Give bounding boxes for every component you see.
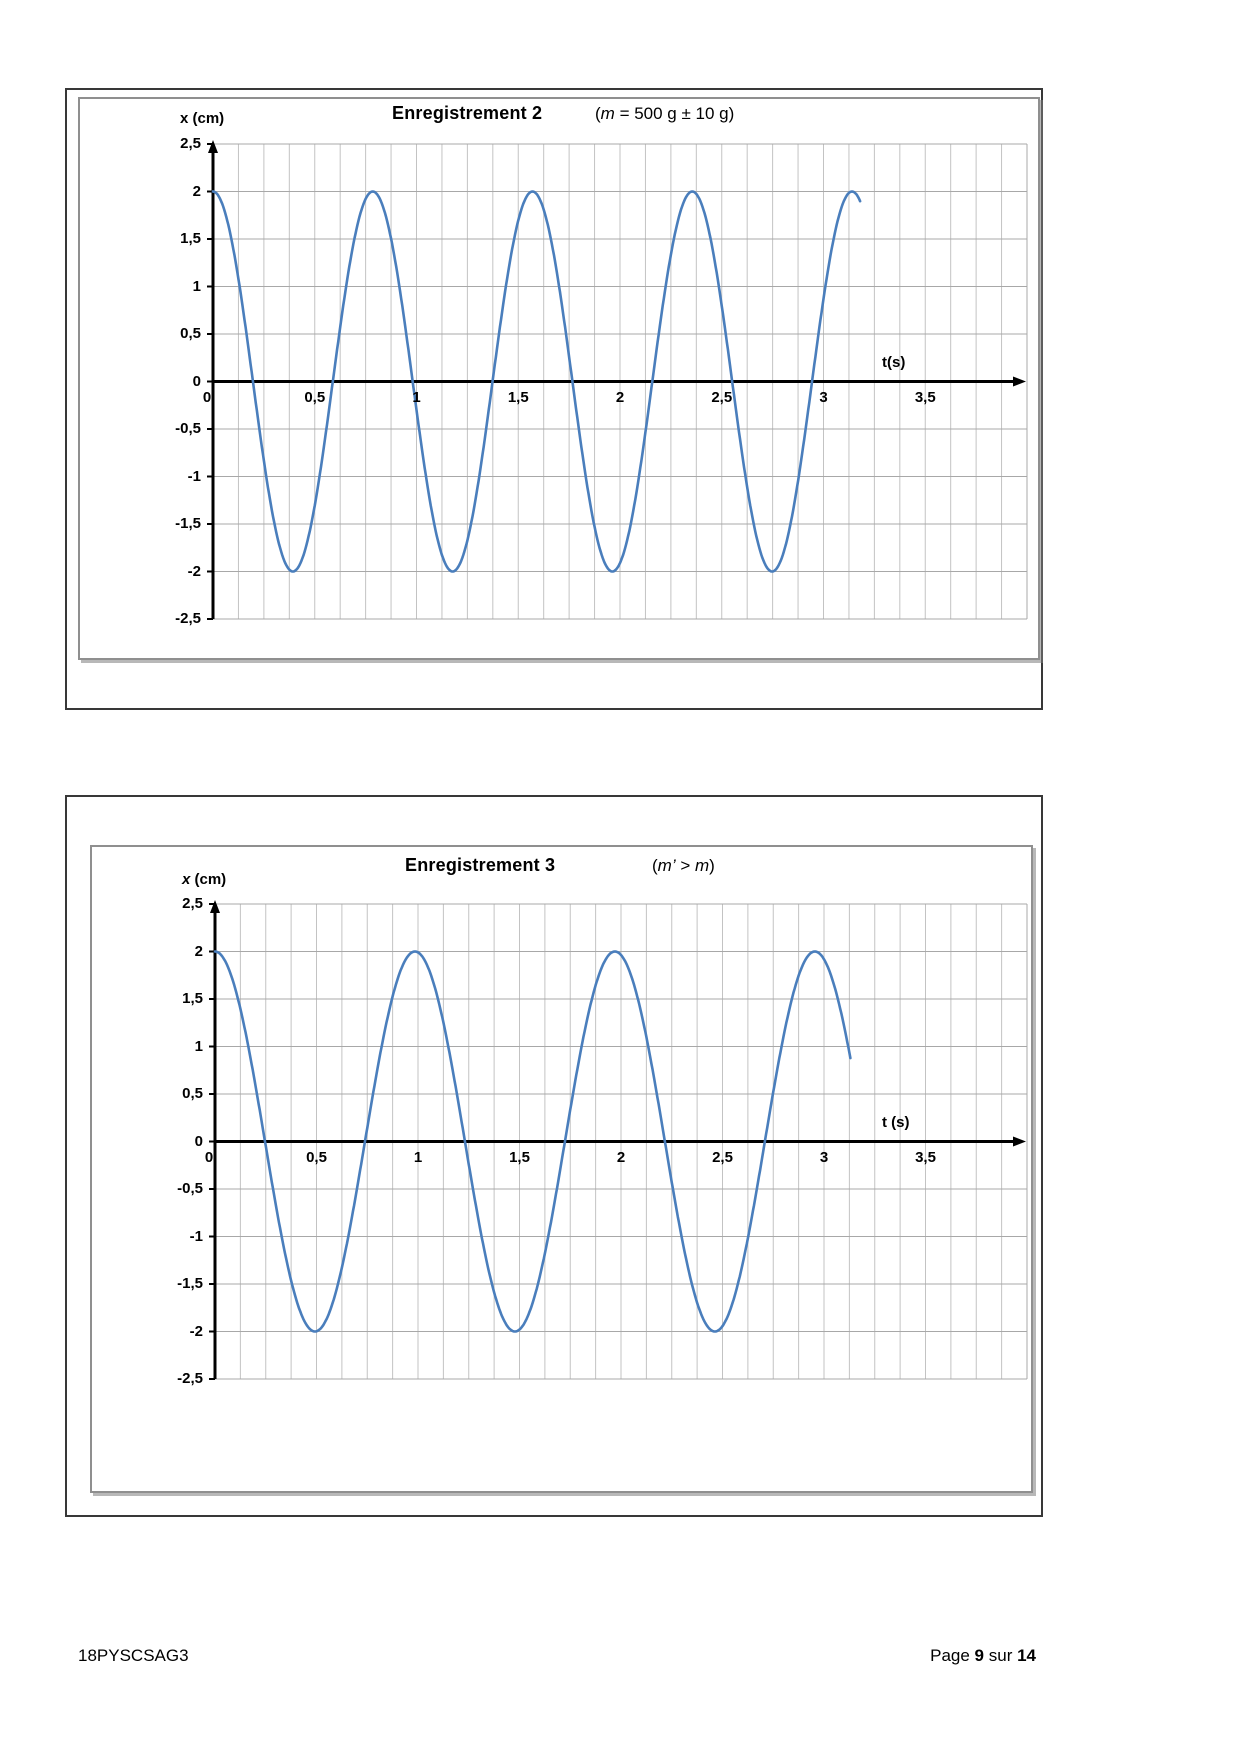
y-tick-label: -0,5 bbox=[177, 1180, 203, 1197]
chart-1-canvas bbox=[207, 140, 1028, 620]
text-run: 9 bbox=[974, 1646, 985, 1665]
oscillation-curve bbox=[211, 190, 862, 573]
chart-2-canvas bbox=[209, 900, 1028, 1380]
text-run: ) bbox=[709, 856, 715, 875]
x-tick-label: 0,5 bbox=[304, 388, 326, 406]
x-tick-label: 2 bbox=[616, 1148, 626, 1166]
text-run: sur bbox=[984, 1646, 1018, 1665]
y-tick-label: -1 bbox=[189, 1227, 203, 1245]
y-tick-label: -2,5 bbox=[177, 1370, 203, 1387]
y-tick-label: -1 bbox=[187, 467, 201, 485]
chart-2-title: Enregistrement 3 bbox=[405, 855, 556, 875]
x-tick-label: 1,5 bbox=[509, 1148, 530, 1166]
y-tick-label: 0 bbox=[194, 1132, 203, 1150]
axes bbox=[209, 900, 1026, 1380]
chart-2-outer-box: Enregistrement 3 (m’ > m) x (cm) t (s) 0… bbox=[65, 795, 1043, 1517]
text-run: x bbox=[182, 871, 191, 888]
y-tick-label: 2,5 bbox=[182, 895, 203, 912]
chart-1-x-axis-label: t(s) bbox=[882, 353, 906, 371]
chart-2-x-axis-label: t (s) bbox=[882, 1113, 910, 1131]
chart-1-y-axis-label: x (cm) bbox=[180, 110, 224, 127]
y-tick-label: 1,5 bbox=[180, 230, 201, 247]
footer-document-code: 18PYSCSAG3 bbox=[78, 1646, 189, 1665]
y-tick-label: -2 bbox=[187, 562, 201, 580]
text-run: m bbox=[600, 104, 615, 123]
x-tick-label: 3,5 bbox=[914, 388, 936, 406]
chart-1-title: Enregistrement 2 bbox=[392, 103, 543, 123]
x-tick-label: 3,5 bbox=[915, 1148, 936, 1166]
y-tick-label: 2 bbox=[192, 182, 201, 200]
y-tick-label: -1,5 bbox=[177, 1275, 203, 1292]
x-tick-label: 3 bbox=[819, 388, 828, 406]
footer-page-number: Page 9 sur 14 bbox=[930, 1646, 1036, 1666]
x-tick-label: 2 bbox=[615, 388, 625, 406]
y-tick-label: 1 bbox=[192, 277, 201, 295]
x-tick-label: 2,5 bbox=[711, 388, 733, 406]
text-run: (cm) bbox=[190, 871, 227, 888]
x-tick-label: 3 bbox=[819, 1148, 829, 1166]
chart-1-subtitle: (m = 500 g ± 10 g) bbox=[595, 104, 734, 124]
chart-1-outer-box: Enregistrement 2 (m = 500 g ± 10 g) x (c… bbox=[65, 88, 1043, 710]
oscillation-curve bbox=[213, 950, 852, 1333]
chart-2-y-axis-label: x (cm) bbox=[182, 871, 226, 888]
text-run: (cm) bbox=[188, 110, 225, 127]
y-tick-label: 1 bbox=[194, 1037, 203, 1055]
text-run: m bbox=[695, 856, 710, 875]
text-run: > bbox=[675, 856, 695, 875]
text-run: Page bbox=[930, 1646, 975, 1665]
text-run: ( bbox=[595, 104, 601, 123]
y-tick-label: 0,5 bbox=[180, 325, 201, 342]
text-run: ( bbox=[652, 856, 658, 875]
y-tick-label: -0,5 bbox=[175, 420, 201, 437]
text-run: x bbox=[180, 110, 189, 127]
x-tick-label: 0 bbox=[202, 388, 212, 406]
y-tick-label: -2,5 bbox=[175, 610, 201, 627]
x-tick-label: 1 bbox=[412, 388, 421, 406]
y-tick-label: 2 bbox=[194, 942, 203, 960]
y-tick-label: -1,5 bbox=[175, 515, 201, 532]
y-tick-label: 0 bbox=[192, 372, 201, 390]
y-tick-label: 0,5 bbox=[182, 1085, 203, 1102]
y-tick-label: -2 bbox=[189, 1322, 203, 1340]
text-run: m’ bbox=[657, 856, 676, 875]
x-tick-label: 1,5 bbox=[507, 388, 529, 406]
chart-2-subtitle: (m’ > m) bbox=[652, 856, 715, 876]
text-run: = 500 g ± 10 g) bbox=[614, 104, 735, 123]
x-tick-label: 0 bbox=[204, 1148, 214, 1166]
axes bbox=[207, 140, 1026, 620]
y-tick-label: 1,5 bbox=[182, 990, 203, 1007]
y-tick-label: 2,5 bbox=[180, 135, 201, 152]
x-tick-label: 0,5 bbox=[306, 1148, 327, 1166]
x-tick-label: 2,5 bbox=[712, 1148, 733, 1166]
x-tick-label: 1 bbox=[413, 1148, 423, 1166]
text-run: 14 bbox=[1017, 1646, 1036, 1665]
